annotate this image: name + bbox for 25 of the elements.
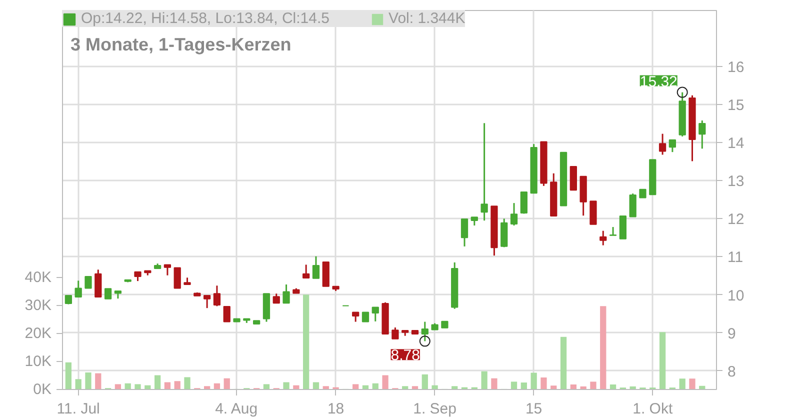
y-tick-label: 15 <box>728 96 744 114</box>
legend-label: Vol: 1.344K <box>388 10 466 27</box>
y-tick-label: 12 <box>728 211 744 228</box>
x-tick-label: 18 <box>327 400 344 418</box>
y-tick-label: 9 <box>728 325 736 342</box>
annotation: 8,78 <box>390 347 420 364</box>
y2-tick-label: 40K <box>24 269 52 286</box>
text: 3 Monate, 1-Tages-Kerzen <box>70 34 292 54</box>
y-tick-label: 11 <box>728 249 744 266</box>
annotation: 15,32 <box>640 73 678 90</box>
y2-tick-label: 0K <box>33 381 52 398</box>
x-tick-label: 1. Okt <box>632 400 674 418</box>
legend-label: Op:14.22, Hi:14.58, Lo:13.84, Cl:14.5 <box>81 10 330 27</box>
y2-tick-label: 30K <box>24 297 52 314</box>
y2-tick-label: 10K <box>24 353 52 370</box>
x-tick-label: 1. Sep <box>413 400 456 418</box>
y-tick-label: 16 <box>728 58 744 76</box>
y-tick-label: 13 <box>728 173 744 190</box>
x-tick-label: 11. Jul <box>56 400 100 418</box>
x-tick-label: 15 <box>525 400 542 418</box>
x-tick-label: 4. Aug <box>215 400 258 418</box>
y2-tick-label: 20K <box>24 325 52 342</box>
y-tick-label: 8 <box>728 363 736 380</box>
y-tick-label: 10 <box>728 287 744 304</box>
y-tick-label: 14 <box>728 135 744 152</box>
